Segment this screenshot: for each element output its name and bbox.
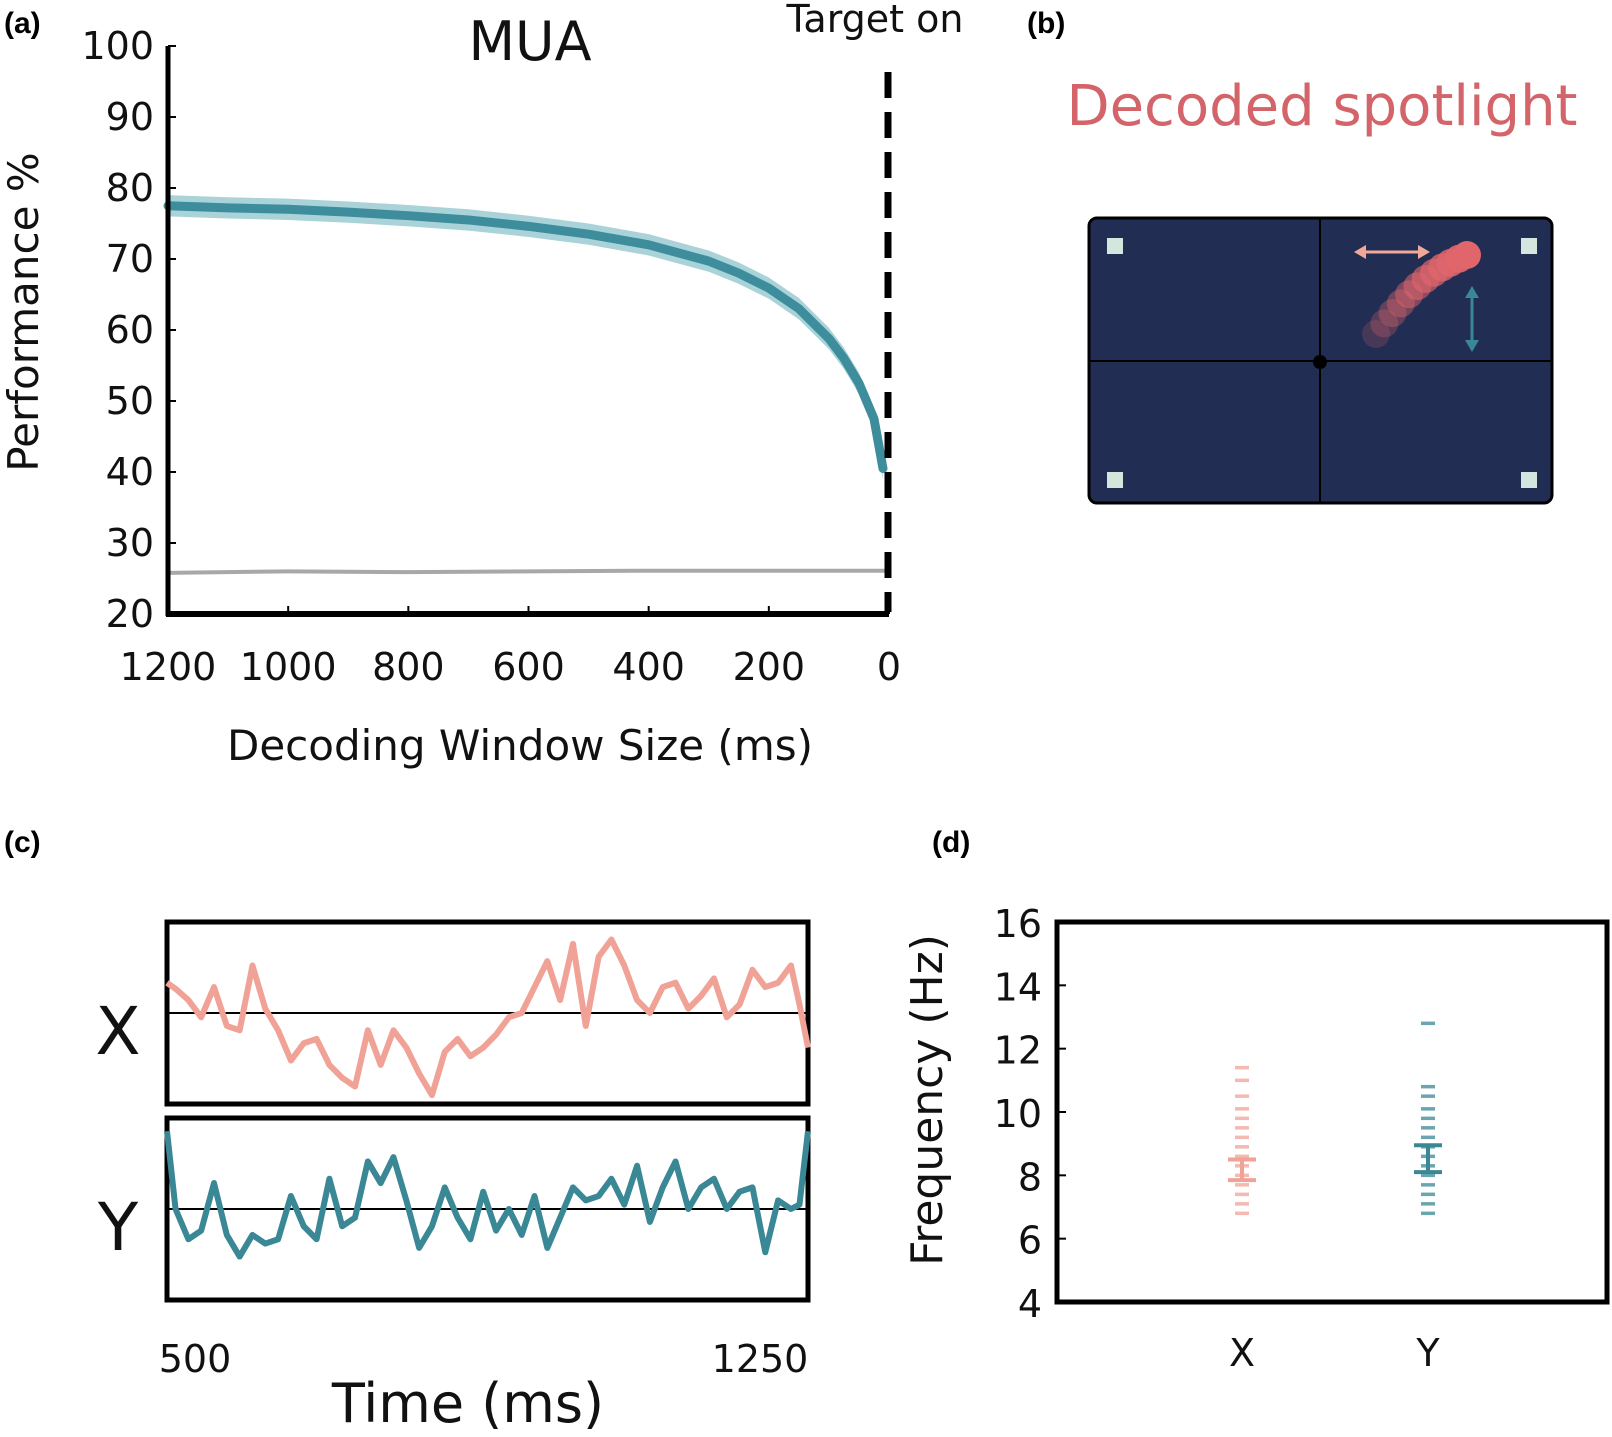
d-y-tick-label: 4: [1018, 1282, 1042, 1326]
x-tick-label: 200: [733, 645, 806, 689]
d-y-tick-label: 14: [994, 965, 1042, 1009]
decoded-spotlight-title: Decoded spotlight: [1066, 74, 1577, 139]
x-tick-label: 400: [612, 645, 685, 689]
y-tick-label: 40: [106, 450, 154, 494]
y-tick-label: 100: [81, 24, 154, 68]
spotlight-position: [1378, 299, 1407, 328]
d-y-tick-label: 12: [994, 1029, 1042, 1073]
spotlight-trail: [1362, 241, 1481, 348]
chance-level-line: [167, 568, 889, 575]
d-category-label-x: X: [1229, 1331, 1255, 1375]
mua-performance-line: [163, 201, 888, 473]
chart-a-y-axis-label: Performance %: [0, 152, 48, 471]
y-row-label: Y: [97, 1189, 139, 1266]
panel-label-a: (a): [4, 7, 41, 40]
x-tick-label: 0: [877, 645, 901, 689]
d-y-tick-label: 10: [994, 1092, 1042, 1136]
target-square-top-left: [1107, 238, 1123, 254]
chart-d-y-axis-label: Frequency (Hz): [902, 934, 953, 1266]
d-category-label-y: Y: [1415, 1331, 1440, 1375]
d-y-tick-label: 6: [1018, 1219, 1042, 1263]
spotlight-position: [1362, 320, 1390, 348]
chart-c-x-axis-label: Time (ms): [331, 1372, 604, 1435]
spotlight-position: [1453, 241, 1481, 269]
panel-b-diagram: Decoded spotlight: [1066, 74, 1578, 505]
mua-confidence-band: [168, 195, 883, 480]
chart-d-frame: [1054, 919, 1610, 1305]
chart-c-ticks: 500 1250: [159, 1337, 809, 1381]
c-x-tick-label: 1250: [712, 1337, 809, 1381]
y-tick-label: 90: [106, 95, 154, 139]
panel-label-b: (b): [1027, 7, 1065, 40]
y-tick-label: 20: [106, 592, 154, 636]
x-row-label: X: [95, 993, 140, 1070]
d-y-tick-label: 16: [994, 902, 1042, 946]
chart-a-ticks: 20 30 40 50 60 70 80 90 100 1200 1000 800 600 400 200 0: [81, 24, 901, 689]
y-direction-arrow: [1465, 286, 1479, 352]
target-square-bottom-right: [1521, 472, 1537, 488]
c-x-tick-label: 500: [159, 1337, 232, 1381]
chart-a-plot-area: [163, 46, 892, 617]
x-tick-label: 1200: [120, 645, 217, 689]
y-tick-label: 30: [106, 521, 154, 565]
panel-c-chart: X Y 500 1250 Time (ms): [95, 919, 811, 1435]
x-tick-label: 800: [372, 645, 445, 689]
fixation-point: [1313, 355, 1327, 369]
spotlight-position: [1370, 309, 1399, 338]
x-tick-label: 1000: [240, 645, 337, 689]
y-tick-label: 80: [106, 166, 154, 210]
target-square-top-right: [1521, 238, 1537, 254]
panel-label-d: (d): [932, 826, 970, 859]
x-trace-line: [165, 936, 811, 1099]
panel-a-chart: MUA Target on 20 30 40 50 60 70 80 90 100 1200 100…: [0, 0, 963, 770]
chart-d-plot-area: [1054, 919, 1610, 1305]
target-square-bottom-left: [1107, 472, 1123, 488]
chart-c-plot-area: [164, 919, 811, 1303]
chart-a-title: MUA: [468, 10, 591, 73]
y-tick-label: 70: [106, 237, 154, 281]
target-on-annotation: Target on: [786, 0, 964, 41]
y-trace-line: [164, 1130, 811, 1260]
chart-a-x-axis-label: Decoding Window Size (ms): [227, 721, 813, 770]
d-y-tick-label: 8: [1018, 1155, 1042, 1199]
x-direction-arrow: [1354, 245, 1430, 259]
panel-label-c: (c): [4, 826, 41, 859]
chart-d-ticks: 4 6 8 10 12 14 16 X Y: [994, 902, 1441, 1375]
x-tick-label: 600: [492, 645, 565, 689]
y-tick-label: 60: [106, 308, 154, 352]
panel-d-chart: 4 6 8 10 12 14 16 X Y Frequency (Hz): [902, 902, 1610, 1375]
y-tick-label: 50: [106, 379, 154, 423]
